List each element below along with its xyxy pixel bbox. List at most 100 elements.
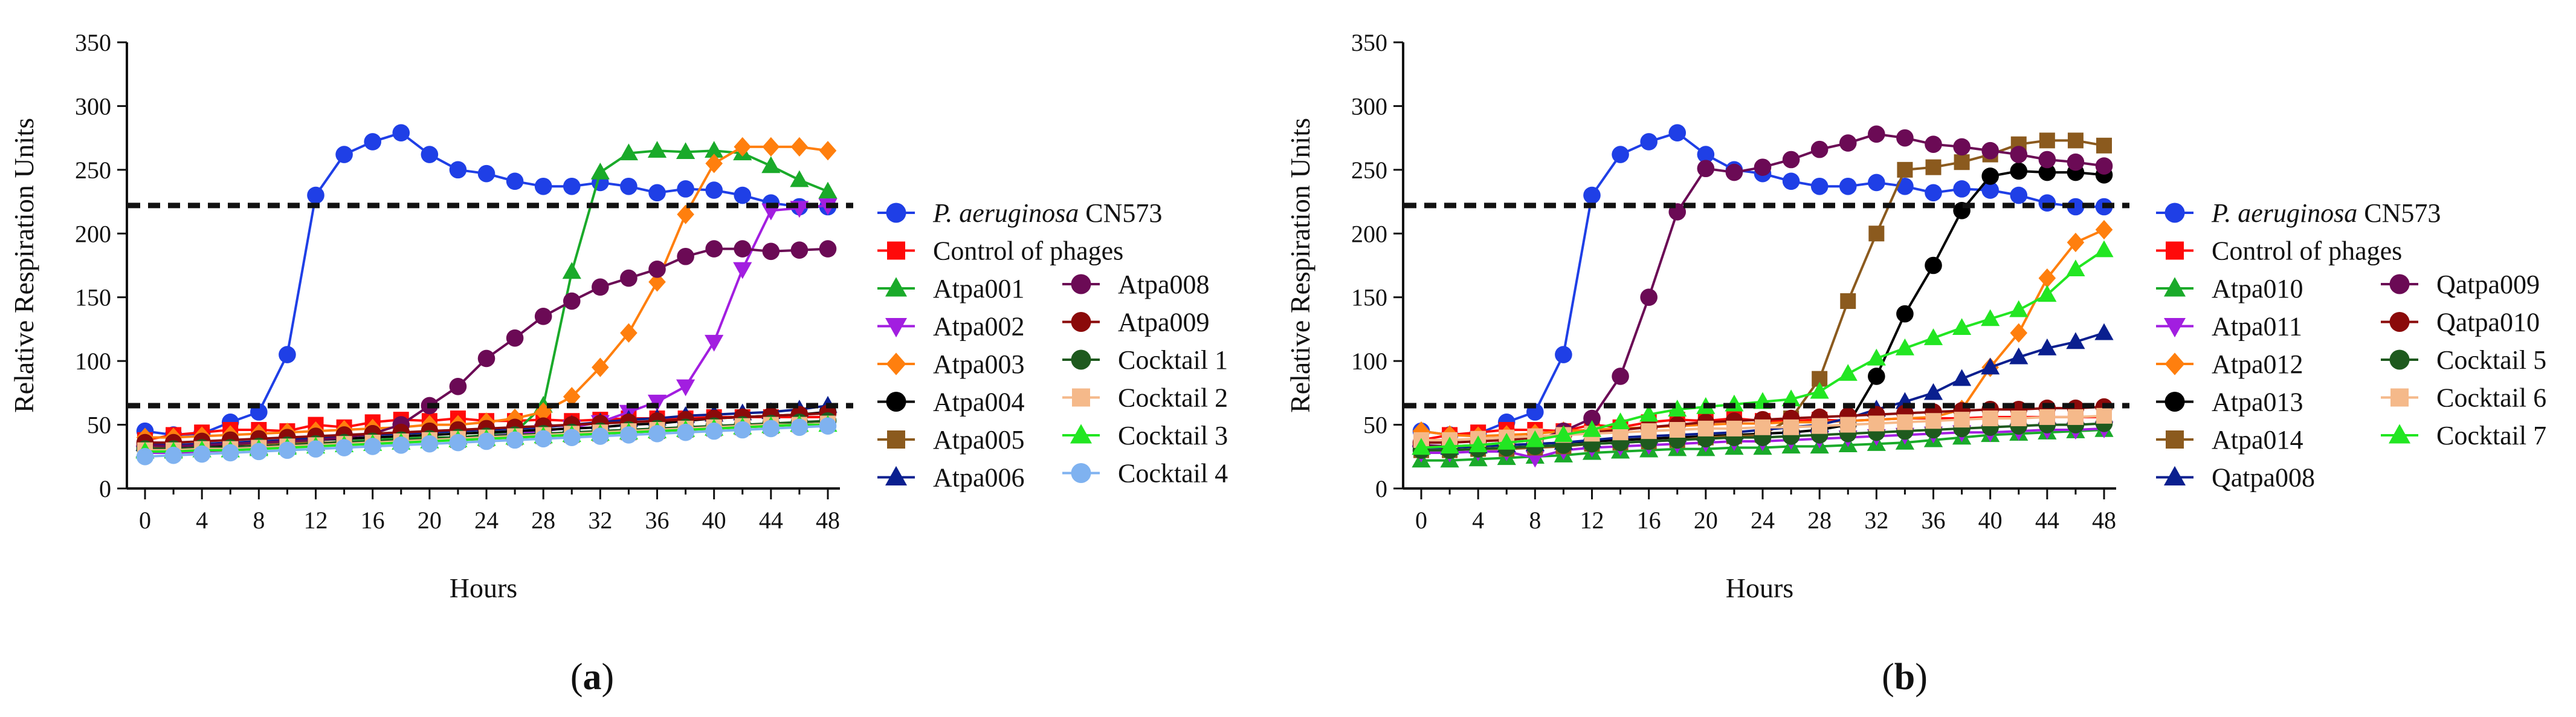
panel-b-legend-marker (2164, 352, 2185, 375)
panel-b-data-point (1812, 418, 1828, 434)
panel-b-data-point (2038, 285, 2057, 302)
panel-b-data-point (1895, 338, 1915, 355)
panel-a-legend-item: Atpa004 (877, 388, 1025, 417)
panel-a-data-point (620, 323, 638, 343)
panel-b-legend-item: Atpa010 (2156, 274, 2303, 303)
panel-a-x-tick-label: 0 (139, 507, 151, 534)
panel-b-data-point (1697, 146, 1715, 163)
panel-b-x-tick-label: 36 (1922, 507, 1946, 534)
panel-a-data-point (648, 272, 666, 292)
panel-a-series-14 (136, 417, 837, 466)
panel-a-legend-marker (1071, 274, 1091, 294)
panel-a-data-point (449, 378, 467, 395)
panel-a-data-point (677, 247, 694, 265)
panel-a-legend-label: Atpa005 (933, 425, 1025, 455)
panel-a-data-point (647, 141, 667, 158)
panel-a-x-tick-label: 8 (253, 507, 265, 534)
panel-b-y-axis-title: Relative Respiration Units (1285, 118, 1315, 413)
panel-a-legend-item: Cocktail 3 (1062, 421, 1228, 450)
panel-b-legend-marker (2389, 274, 2410, 294)
panel-b-legend-marker (2389, 349, 2410, 370)
panel-a-data-point (164, 446, 182, 464)
panel-b-data-point (1868, 174, 1885, 192)
panel-a-legend-label: Atpa009 (1118, 308, 1210, 337)
panel-a-x-tick-label: 4 (196, 507, 208, 534)
panel-a-data-point (705, 181, 723, 199)
panel-b-data-point (1868, 225, 1885, 242)
panel-b-data-point (1925, 184, 1942, 202)
panel-b-legend-label: Cocktail 6 (2436, 383, 2546, 413)
panel-a-data-point (364, 133, 381, 151)
panel-b-data-point (2095, 157, 2113, 175)
panel-a-legend-label: Atpa008 (1118, 270, 1210, 299)
panel-b-data-point (1925, 413, 1942, 429)
panel-b-y-tick-label: 150 (1351, 284, 1387, 311)
panel-a-legend-item: Cocktail 4 (1062, 459, 1228, 488)
panel-a-legend-label: Cocktail 2 (1118, 383, 1228, 413)
panel-a-legend-marker (1070, 424, 1092, 444)
panel-a-data-point (705, 154, 723, 174)
panel-b-data-point (1925, 256, 1942, 274)
panel-b-data-point (1981, 357, 2000, 375)
panel-a-data-point (705, 141, 724, 158)
panel-a-data-point (250, 443, 268, 461)
panel-a-data-point (620, 269, 638, 287)
panel-b-legend-marker (2164, 318, 2186, 338)
panel-a-data-point (563, 429, 581, 446)
panel-b-data-point (1952, 369, 1972, 386)
panel-a-data-point (506, 172, 524, 190)
panel-b-data-point (2066, 259, 2085, 277)
panel-a-y-tick-label: 150 (75, 284, 111, 311)
panel-a-data-point (677, 423, 694, 441)
panel-a-legend-label: Control of phages (933, 236, 1123, 266)
panel-a-data-point (734, 240, 752, 258)
panel-b-data-point (2010, 323, 2028, 343)
panel-b-data-point (1982, 410, 1998, 427)
panel-a-x-tick-label: 32 (588, 507, 612, 534)
panel-b-data-point (1668, 400, 1687, 417)
panel-b-data-point (2067, 132, 2084, 149)
panel-a-data-point (477, 432, 496, 450)
panel-b-legend-item: Cocktail 7 (2381, 421, 2546, 450)
panel-a-data-point (534, 177, 552, 195)
panel-b-data-point (1925, 135, 1942, 153)
panel-b-legend-label: Qatpa009 (2436, 270, 2540, 299)
panel-a-data-point (335, 439, 353, 456)
panel-b-data-point (1612, 368, 1629, 385)
panel-b-y-tick-label: 300 (1351, 92, 1387, 120)
panel-b-data-point (1468, 435, 1488, 453)
panel-b-data-point (1497, 432, 1516, 450)
panel-a-legend-marker (885, 466, 907, 485)
panel-b-data-point (2096, 407, 2112, 424)
panel-a-data-point (819, 240, 837, 258)
panel-b-legend-item: Atpa011 (2156, 312, 2302, 342)
panel-a-x-tick-label: 20 (418, 507, 442, 534)
panel-b-legend-marker (2390, 388, 2409, 407)
panel-b-data-point (1925, 159, 1942, 175)
panel-b-x-tick-label: 20 (1694, 507, 1718, 534)
panel-b-data-point (1641, 423, 1657, 440)
panel-b-data-point (2010, 186, 2028, 204)
panel-b-y-tick-label: 350 (1351, 29, 1387, 56)
panel-a-legend-marker (1071, 312, 1091, 332)
panel-b-data-point (1954, 154, 1970, 170)
panel-b-legend-marker (2164, 203, 2185, 223)
panel-a-legend-item: Atpa005 (877, 425, 1025, 455)
panel-a-legend-marker (1071, 463, 1091, 483)
panel-a-data-point (592, 357, 609, 377)
panel-b-legend-marker (2164, 392, 2185, 412)
panel-a-legend-label: Atpa001 (933, 274, 1025, 303)
panel-b-data-point (1839, 177, 1857, 195)
panel-b-data-point (1954, 412, 1970, 428)
panel-b-data-point (2010, 410, 2027, 427)
panel-a-data-point (477, 164, 496, 183)
panel-b-data-point (1555, 346, 1572, 363)
panel-a-data-point (762, 420, 780, 438)
panel-b-data-point (1782, 151, 1800, 169)
panel-b-data-point (2038, 163, 2056, 181)
panel-b-y-tick-label: 0 (1375, 475, 1387, 502)
panel-b-legend-label: Qatpa008 (2212, 463, 2315, 493)
panel-a-data-point (335, 146, 353, 163)
panel-a-x-tick-label: 44 (759, 507, 783, 534)
